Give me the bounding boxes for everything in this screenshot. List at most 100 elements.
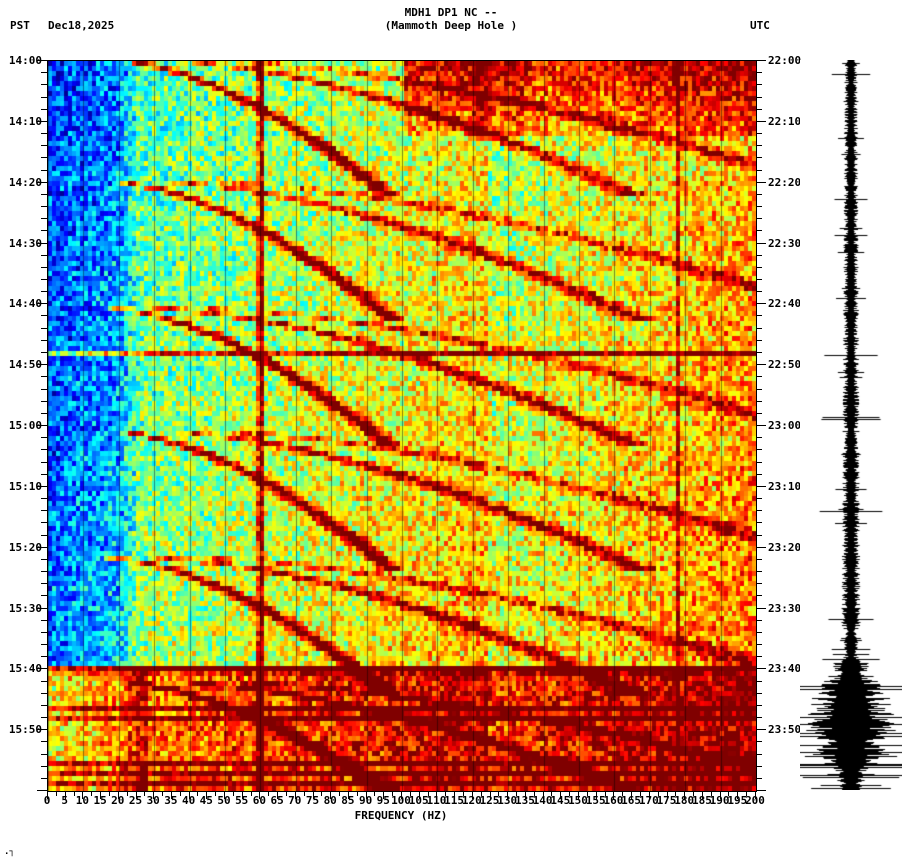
axis-tick — [401, 792, 402, 799]
frequency-label: 75 — [305, 794, 320, 807]
axis-tick — [551, 792, 552, 796]
frequency-label: 35 — [164, 794, 178, 807]
date-label: Dec18,2025 — [48, 19, 115, 32]
frequency-label: 195 — [727, 794, 748, 807]
axis-tick — [224, 792, 225, 799]
axis-tick — [251, 792, 252, 796]
axis-tick — [560, 792, 561, 799]
axis-tick — [481, 792, 482, 796]
axis-tick — [295, 792, 296, 799]
axis-tick — [392, 792, 393, 796]
axis-tick — [490, 792, 491, 799]
axis-tick — [330, 792, 331, 799]
frequency-label: 60 — [252, 794, 267, 807]
frequency-label: 50 — [217, 794, 231, 807]
axis-tick — [82, 792, 83, 799]
axis-tick — [56, 792, 57, 796]
station-subtitle: (Mammoth Deep Hole ) — [384, 19, 518, 32]
frequency-label: 5 — [61, 794, 68, 807]
axis-tick — [180, 792, 181, 796]
frequency-label: 100 — [391, 794, 411, 807]
axis-tick — [756, 790, 766, 791]
spectrogram-image — [48, 61, 756, 791]
axis-tick — [525, 792, 526, 799]
axis-tick — [37, 425, 47, 426]
frequency-label: 15 — [93, 794, 107, 807]
frequency-label: 90 — [358, 794, 373, 807]
time-label-pst: 15:40 — [8, 662, 42, 675]
axis-tick — [454, 792, 455, 799]
axis-tick — [605, 792, 606, 796]
frequency-label: 145 — [550, 794, 571, 807]
frequency-label: 185 — [691, 794, 712, 807]
time-label-pst: 14:40 — [8, 297, 42, 310]
axis-tick — [755, 792, 756, 799]
time-label-pst: 15:00 — [8, 419, 42, 432]
axis-tick — [268, 792, 269, 796]
frequency-label: 95 — [376, 794, 390, 807]
axis-tick — [136, 792, 137, 799]
axis-tick — [277, 792, 278, 799]
axis-tick — [756, 121, 766, 122]
axis-tick — [640, 792, 641, 796]
axis-tick — [746, 792, 747, 796]
axis-tick — [37, 364, 47, 365]
axis-tick — [756, 303, 766, 304]
axis-tick — [516, 792, 517, 796]
seismogram-image — [800, 60, 902, 790]
frequency-label: 30 — [146, 794, 160, 807]
axis-tick — [37, 790, 47, 791]
axis-tick — [339, 792, 340, 796]
time-label-pst: 14:50 — [8, 358, 42, 371]
frequency-label: 180 — [674, 794, 695, 807]
axis-tick — [74, 792, 75, 796]
axis-tick — [756, 486, 766, 487]
time-label-pst: 15:20 — [8, 541, 42, 554]
time-label-pst: 14:10 — [8, 115, 42, 128]
axis-tick — [436, 792, 437, 799]
axis-tick — [587, 792, 588, 796]
axis-tick — [242, 792, 243, 799]
frequency-label: 65 — [270, 794, 284, 807]
axis-tick — [357, 792, 358, 796]
corner-artifact-mark: .┐ — [4, 847, 15, 857]
axis-tick — [613, 792, 614, 799]
frequency-label: 70 — [288, 794, 302, 807]
frequency-label: 115 — [444, 794, 465, 807]
axis-tick — [313, 792, 314, 799]
time-label-pst: 14:00 — [8, 54, 42, 67]
axis-tick — [37, 182, 47, 183]
axis-tick — [37, 668, 47, 669]
seismogram-trace — [800, 60, 902, 790]
axis-tick — [720, 792, 721, 799]
frequency-label: 150 — [568, 794, 588, 807]
axis-tick — [756, 729, 766, 730]
axis-tick — [649, 792, 650, 799]
frequency-label: 20 — [111, 794, 125, 807]
axis-tick — [383, 792, 384, 799]
axis-tick — [37, 60, 47, 61]
axis-tick — [578, 792, 579, 799]
axis-tick — [543, 792, 544, 799]
axis-tick — [622, 792, 623, 796]
frequency-label: 175 — [656, 794, 677, 807]
axis-tick — [37, 608, 47, 609]
axis-tick — [728, 792, 729, 796]
axis-tick — [702, 792, 703, 799]
axis-tick — [756, 182, 766, 183]
frequency-label: 25 — [128, 794, 143, 807]
axis-tick — [498, 792, 499, 796]
axis-tick — [756, 668, 766, 669]
frequency-label: 80 — [323, 794, 337, 807]
time-label-pst: 14:20 — [8, 176, 42, 189]
axis-tick — [37, 243, 47, 244]
axis-tick — [65, 792, 66, 799]
spectrogram-plot[interactable] — [47, 60, 757, 792]
axis-tick — [304, 792, 305, 796]
axis-tick — [507, 792, 508, 799]
frequency-label: 0 — [43, 794, 51, 807]
axis-tick — [259, 792, 260, 799]
axis-tick — [428, 792, 429, 796]
frequency-label: 45 — [199, 794, 213, 807]
axis-tick — [37, 121, 47, 122]
